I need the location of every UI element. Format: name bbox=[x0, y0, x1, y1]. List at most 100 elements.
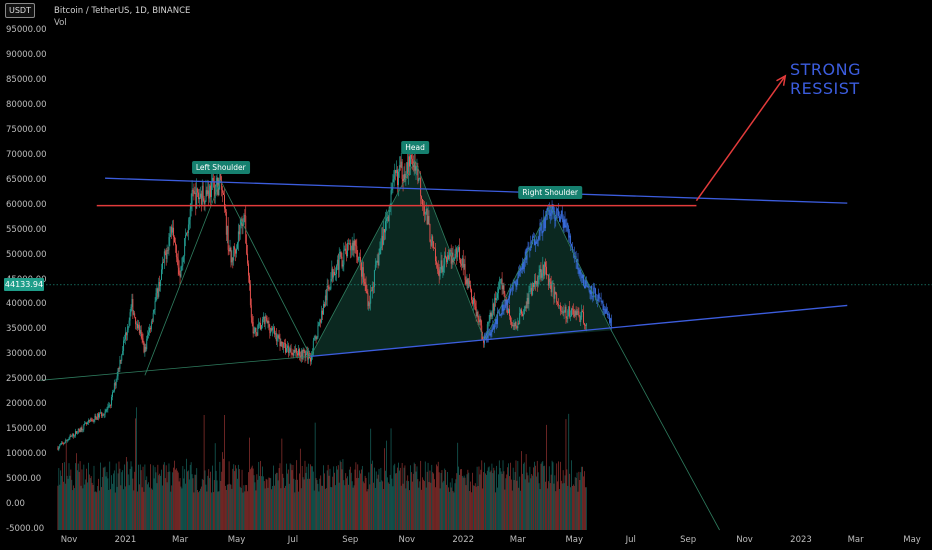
candle-body bbox=[584, 323, 585, 326]
volume-bar bbox=[233, 464, 235, 530]
volume-bar bbox=[436, 466, 438, 530]
currency-badge[interactable]: USDT bbox=[5, 3, 35, 18]
volume-bar bbox=[199, 490, 200, 530]
candle-body bbox=[271, 328, 273, 331]
projected-body bbox=[496, 319, 497, 325]
candle-body bbox=[576, 311, 578, 315]
volume-bar bbox=[170, 491, 172, 530]
volume-bar bbox=[519, 476, 521, 530]
volume-bar bbox=[313, 490, 315, 530]
volume-bar bbox=[353, 485, 355, 530]
volume-bar bbox=[189, 464, 191, 530]
candle-body bbox=[319, 319, 321, 323]
candle-body bbox=[82, 429, 84, 431]
volume-bar bbox=[280, 488, 282, 530]
candle-body bbox=[522, 314, 524, 316]
x-tick-label: May bbox=[227, 535, 246, 545]
volume-bar bbox=[97, 486, 99, 530]
candle-body bbox=[379, 248, 381, 255]
volume-bar bbox=[273, 465, 274, 530]
candle-body bbox=[326, 285, 328, 301]
candle-body bbox=[114, 383, 116, 386]
volume-bar bbox=[305, 472, 307, 530]
projected-body bbox=[580, 270, 582, 276]
candle-body bbox=[293, 349, 295, 356]
candle-body bbox=[134, 313, 136, 318]
candle-body bbox=[376, 260, 378, 262]
candle-body bbox=[304, 351, 306, 358]
volume-bar bbox=[432, 472, 434, 530]
projected-body bbox=[499, 314, 501, 316]
volume-bar bbox=[575, 478, 577, 530]
candle-body bbox=[483, 339, 485, 343]
candle-body bbox=[363, 278, 365, 283]
candle-body bbox=[455, 248, 457, 254]
projected-body bbox=[599, 297, 601, 299]
candle-body bbox=[74, 435, 76, 437]
candle-body bbox=[302, 349, 304, 359]
candle-body bbox=[93, 419, 95, 422]
candle-body bbox=[197, 188, 199, 193]
volume-bar bbox=[259, 475, 261, 530]
volume-bar bbox=[473, 485, 474, 530]
projected-body bbox=[501, 303, 503, 315]
candle-body bbox=[534, 280, 536, 284]
volume-bar bbox=[543, 466, 545, 530]
candle-body bbox=[91, 420, 93, 422]
volume-bar bbox=[218, 491, 220, 530]
candle-body bbox=[128, 320, 130, 327]
candle-body bbox=[96, 417, 98, 420]
candle-body bbox=[408, 156, 410, 175]
candle-body bbox=[582, 311, 584, 313]
candle-body bbox=[404, 174, 406, 180]
candle-body bbox=[94, 415, 96, 420]
volume-bar bbox=[390, 428, 392, 530]
candle-body bbox=[448, 252, 450, 260]
candle-body bbox=[260, 322, 262, 330]
volume-bar bbox=[133, 490, 135, 530]
candle-body bbox=[237, 231, 239, 243]
candle-body bbox=[156, 288, 158, 294]
volume-bar bbox=[452, 491, 454, 530]
projected-body bbox=[562, 218, 564, 229]
volume-bar bbox=[455, 479, 457, 530]
projected-body bbox=[492, 325, 494, 330]
volume-bar bbox=[399, 467, 401, 530]
projected-body bbox=[498, 312, 500, 315]
candle-body bbox=[65, 440, 67, 442]
candle-body bbox=[394, 170, 396, 176]
volume-bar bbox=[349, 466, 351, 530]
volume-bar bbox=[465, 485, 467, 530]
volume-bar bbox=[245, 484, 247, 530]
candle-body bbox=[248, 263, 249, 276]
candle-body bbox=[568, 306, 570, 311]
candle-body bbox=[138, 324, 140, 334]
volume-bar bbox=[161, 469, 162, 530]
candle-body bbox=[387, 216, 389, 221]
projected-body bbox=[526, 248, 528, 260]
candle-body bbox=[89, 419, 91, 422]
volume-indicator-label[interactable]: Vol bbox=[54, 18, 67, 28]
volume-bar bbox=[416, 466, 418, 530]
projected-body bbox=[568, 230, 570, 238]
volume-bar bbox=[158, 475, 160, 530]
candle-body bbox=[345, 248, 347, 252]
candle-body bbox=[344, 248, 346, 250]
candle-body bbox=[450, 249, 452, 264]
candle-body bbox=[360, 262, 362, 277]
candle-body bbox=[267, 321, 269, 323]
x-tick-label: 2023 bbox=[790, 535, 812, 545]
volume-bar bbox=[373, 467, 375, 530]
candle-body bbox=[227, 225, 229, 250]
volume-bar bbox=[93, 465, 95, 530]
candle-body bbox=[119, 359, 121, 369]
volume-bar bbox=[157, 464, 159, 530]
candle-body bbox=[581, 311, 583, 318]
volume-bar bbox=[411, 472, 412, 530]
volume-bar bbox=[299, 448, 301, 530]
volume-bar bbox=[106, 472, 108, 530]
candle-body bbox=[412, 165, 414, 168]
candle-body bbox=[465, 279, 467, 284]
projected-body bbox=[500, 314, 502, 316]
